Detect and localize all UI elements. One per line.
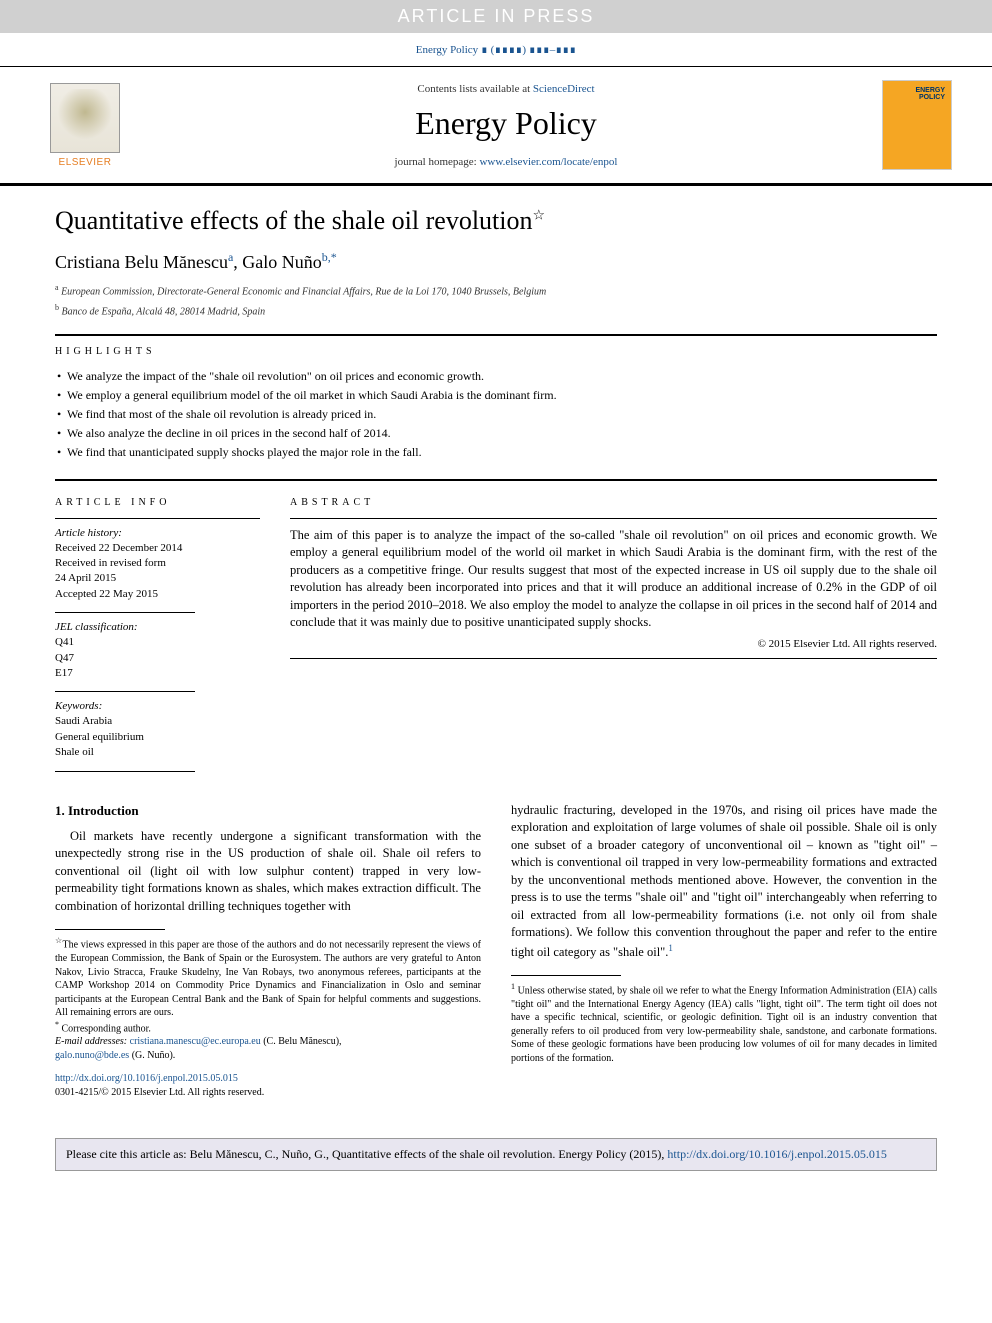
author-2-corr[interactable]: * <box>331 250 337 264</box>
homepage-prefix: journal homepage: <box>395 156 480 168</box>
top-citation: Energy Policy ∎ (∎∎∎∎) ∎∎∎–∎∎∎ <box>0 33 992 66</box>
cite-box: Please cite this article as: Belu Mănesc… <box>55 1138 937 1171</box>
abstract-text: The aim of this paper is to analyze the … <box>290 527 937 632</box>
intro-paragraph-1: Oil markets have recently undergone a si… <box>55 828 481 916</box>
keyword: Shale oil <box>55 745 260 760</box>
contents-prefix: Contents lists available at <box>417 83 532 95</box>
cite-prefix: Please cite this article as: Belu Mănesc… <box>66 1147 667 1161</box>
divider <box>55 691 195 692</box>
copyright-line: © 2015 Elsevier Ltd. All rights reserved… <box>290 638 937 650</box>
journal-name: Energy Policy <box>130 105 882 142</box>
author-2: Galo Nuño <box>242 252 322 272</box>
affiliation-a-text: European Commission, Directorate-General… <box>61 286 546 297</box>
footnote-1-text: Unless otherwise stated, by shale oil we… <box>511 985 937 1064</box>
history-received: Received 22 December 2014 <box>55 541 260 556</box>
footnote-star: ☆The views expressed in this paper are t… <box>55 936 481 1019</box>
homepage-link[interactable]: www.elsevier.com/locate/enpol <box>479 156 617 168</box>
article-title: Quantitative effects of the shale oil re… <box>55 206 937 236</box>
divider <box>55 771 195 772</box>
doi-line: http://dx.doi.org/10.1016/j.enpol.2015.0… <box>55 1072 481 1086</box>
history-revised-2: 24 April 2015 <box>55 571 260 586</box>
jel-block: JEL classification: Q41 Q47 E17 <box>55 621 260 681</box>
email-1-who: (C. Belu Mănescu), <box>261 1036 342 1047</box>
jel-code: Q41 <box>55 635 260 650</box>
doi-link[interactable]: http://dx.doi.org/10.1016/j.enpol.2015.0… <box>55 1073 238 1084</box>
divider <box>55 334 937 336</box>
keyword: General equilibrium <box>55 730 260 745</box>
elsevier-logo: ELSEVIER <box>40 75 130 175</box>
highlight-item: We employ a general equilibrium model of… <box>67 388 557 402</box>
jel-head: JEL classification: <box>55 621 260 633</box>
intro-paragraph-2: hydraulic fracturing, developed in the 1… <box>511 802 937 962</box>
highlights-label: HIGHLIGHTS <box>55 346 937 357</box>
keywords-head: Keywords: <box>55 700 260 712</box>
history-head: Article history: <box>55 527 260 539</box>
title-text: Quantitative effects of the shale oil re… <box>55 206 532 235</box>
author-1-aff[interactable]: a <box>228 250 233 264</box>
article-history: Article history: Received 22 December 20… <box>55 527 260 603</box>
article-in-press-banner: ARTICLE IN PRESS <box>0 0 992 33</box>
email-link-2[interactable]: galo.nuno@bde.es <box>55 1050 129 1061</box>
cite-doi-link[interactable]: http://dx.doi.org/10.1016/j.enpol.2015.0… <box>667 1147 886 1161</box>
footnote-emails: E-mail addresses: cristiana.manescu@ec.e… <box>55 1035 481 1062</box>
highlight-item: We also analyze the decline in oil price… <box>67 426 391 440</box>
title-footnote-star: ☆ <box>532 208 545 223</box>
footnote-divider <box>55 929 165 930</box>
affiliation-b: b Banco de España, Alcalá 48, 28014 Madr… <box>55 303 937 317</box>
journal-cover-thumb: ENERGY POLICY <box>882 80 952 170</box>
footnote-corr-text: Corresponding author. <box>62 1023 151 1034</box>
intro-p2-text: hydraulic fracturing, developed in the 1… <box>511 803 937 959</box>
elsevier-label: ELSEVIER <box>59 157 112 168</box>
footnote-1: 1 Unless otherwise stated, by shale oil … <box>511 982 937 1065</box>
elsevier-tree-icon <box>50 83 120 153</box>
issn-line: 0301-4215/© 2015 Elsevier Ltd. All right… <box>55 1086 481 1100</box>
divider <box>55 479 937 481</box>
contents-list-line: Contents lists available at ScienceDirec… <box>130 83 882 95</box>
footnote-divider <box>511 975 621 976</box>
footnote-star-text: The views expressed in this paper are th… <box>55 940 481 1019</box>
highlight-item: We find that unanticipated supply shocks… <box>67 445 422 459</box>
author-line: Cristiana Belu Mănescua, Galo Nuñob,* <box>55 250 937 273</box>
keyword: Saudi Arabia <box>55 714 260 729</box>
divider <box>290 518 937 519</box>
history-revised-1: Received in revised form <box>55 556 260 571</box>
highlight-item: We find that most of the shale oil revol… <box>67 407 376 421</box>
divider <box>290 658 937 659</box>
abstract-label: ABSTRACT <box>290 497 937 508</box>
highlight-item: We analyze the impact of the "shale oil … <box>67 369 484 383</box>
author-1: Cristiana Belu Mănescu <box>55 252 228 272</box>
keywords-block: Keywords: Saudi Arabia General equilibri… <box>55 700 260 760</box>
email-link-1[interactable]: cristiana.manescu@ec.europa.eu <box>130 1036 261 1047</box>
history-accepted: Accepted 22 May 2015 <box>55 587 260 602</box>
divider <box>55 518 260 519</box>
email-label: E-mail addresses: <box>55 1036 130 1047</box>
highlights-list: •We analyze the impact of the "shale oil… <box>57 367 937 463</box>
affiliation-b-text: Banco de España, Alcalá 48, 28014 Madrid… <box>62 307 266 318</box>
article-info-label: ARTICLE INFO <box>55 497 260 508</box>
intro-heading: 1. Introduction <box>55 802 481 820</box>
sciencedirect-link[interactable]: ScienceDirect <box>533 83 595 95</box>
jel-code: E17 <box>55 666 260 681</box>
footnote-corr: * Corresponding author. <box>55 1020 481 1036</box>
email-2-who: (G. Nuño). <box>129 1050 175 1061</box>
divider <box>55 612 195 613</box>
journal-header: ELSEVIER Contents lists available at Sci… <box>0 66 992 186</box>
jel-code: Q47 <box>55 651 260 666</box>
homepage-line: journal homepage: www.elsevier.com/locat… <box>130 156 882 168</box>
author-2-aff[interactable]: b, <box>322 250 331 264</box>
affiliation-a: a European Commission, Directorate-Gener… <box>55 283 937 297</box>
footnote-ref-1[interactable]: 1 <box>668 943 673 953</box>
